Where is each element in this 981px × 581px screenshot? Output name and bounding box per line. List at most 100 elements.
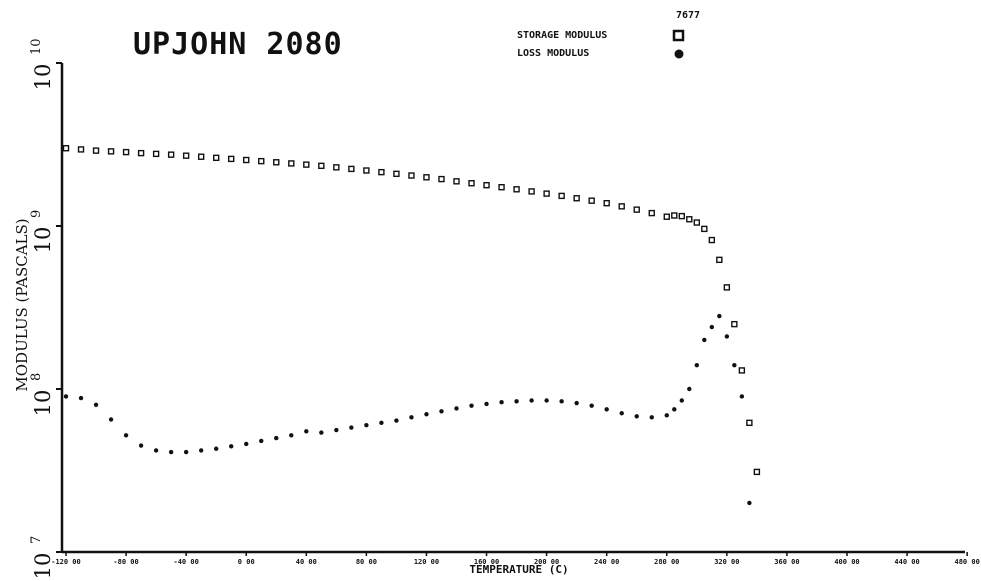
storage-point xyxy=(738,367,746,374)
storage-point xyxy=(731,320,738,328)
legend-marker-square xyxy=(672,29,685,42)
storage-point xyxy=(318,162,325,170)
loss-point xyxy=(514,399,519,404)
y-tick-exponent: 9 xyxy=(29,210,44,218)
storage-point xyxy=(137,149,145,157)
storage-point xyxy=(498,183,505,191)
storage-point xyxy=(77,146,85,153)
loss-point xyxy=(123,433,129,438)
x-tick-label: 400 00 xyxy=(834,558,859,566)
storage-point xyxy=(393,170,400,178)
x-tick-label: 480 00 xyxy=(955,558,980,566)
storage-point xyxy=(648,209,655,217)
x-tick-label: -40 00 xyxy=(174,558,199,566)
loss-point xyxy=(153,448,159,453)
x-axis-ticks: -120 00 -80 00 -40 00 0 00 40 00 80 00 120 00 1… xyxy=(51,552,980,566)
storage-point xyxy=(423,174,430,181)
x-tick-label: 0 00 xyxy=(238,558,255,566)
loss-point xyxy=(672,407,677,412)
storage-point xyxy=(701,225,708,233)
storage-point xyxy=(708,236,716,244)
storage-point xyxy=(62,145,70,152)
loss-point xyxy=(724,334,730,339)
storage-point xyxy=(333,164,340,171)
x-tick-label: -120 00 xyxy=(51,558,81,566)
storage-point xyxy=(573,195,580,202)
loss-point xyxy=(379,420,384,426)
loss-point xyxy=(634,414,639,419)
loss-point xyxy=(198,448,204,453)
storage-point xyxy=(182,152,190,159)
loss-point xyxy=(63,394,69,399)
y-tick-exponent: 7 xyxy=(29,536,44,544)
loss-point xyxy=(424,412,429,417)
storage-point xyxy=(122,148,130,156)
x-tick-label: 320 00 xyxy=(714,558,739,566)
loss-point xyxy=(244,441,249,447)
storage-point xyxy=(107,148,115,155)
loss-point xyxy=(694,362,700,368)
storage-point xyxy=(288,160,295,167)
storage-point xyxy=(438,175,445,183)
storage-point xyxy=(693,219,701,226)
storage-point xyxy=(228,155,235,163)
y-tick-base: 10 xyxy=(31,227,55,254)
loss-point xyxy=(213,446,219,451)
x-tick-label: 160 00 xyxy=(474,558,499,566)
storage-point xyxy=(633,206,640,213)
storage-point xyxy=(378,168,385,176)
y-tick-label: 10 8 xyxy=(29,373,55,417)
storage-point xyxy=(753,468,761,476)
storage-point xyxy=(212,154,220,162)
storage-point xyxy=(723,284,731,291)
storage-point xyxy=(716,256,723,264)
loss-point xyxy=(168,449,174,455)
storage-point xyxy=(197,153,205,160)
loss-point xyxy=(108,417,114,422)
x-tick-label: 120 00 xyxy=(414,558,439,566)
legend-label: STORAGE MODULUS xyxy=(517,30,607,41)
loss-point xyxy=(439,409,444,414)
storage-point xyxy=(408,172,415,179)
legend: STORAGE MODULUS LOSS MODULUS xyxy=(517,29,685,59)
y-tick-exponent: 10 xyxy=(29,38,44,55)
y-tick-label: 10 7 xyxy=(29,536,55,580)
loss-point xyxy=(183,449,189,455)
storage-point xyxy=(513,186,520,193)
loss-point xyxy=(717,313,722,319)
run-number: 7677 xyxy=(676,10,700,21)
loss-point xyxy=(319,430,324,435)
y-axis-ticks: 10 7 10 8 10 9 10 10 xyxy=(29,38,62,579)
loss-point xyxy=(259,438,264,444)
loss-point xyxy=(529,398,534,403)
loss-point xyxy=(334,427,339,433)
series-storage-modulus xyxy=(62,145,761,476)
x-tick-label: 440 00 xyxy=(894,558,919,566)
chart-title: UPJOHN 2080 xyxy=(133,27,343,62)
x-tick-label: 200 00 xyxy=(534,558,559,566)
storage-point xyxy=(618,203,625,210)
loss-point xyxy=(664,413,669,418)
storage-point xyxy=(363,167,370,174)
loss-point xyxy=(499,399,504,405)
loss-point xyxy=(409,415,414,420)
storage-point xyxy=(663,213,670,220)
x-tick-label: 40 00 xyxy=(296,558,317,566)
loss-point xyxy=(93,402,99,407)
storage-point xyxy=(92,147,100,154)
y-tick-label: 10 9 xyxy=(29,210,55,254)
storage-point xyxy=(543,190,550,197)
storage-point xyxy=(483,181,490,189)
storage-point xyxy=(528,188,535,195)
storage-point xyxy=(273,159,280,166)
x-tick-label: -80 00 xyxy=(113,558,138,566)
storage-point xyxy=(558,192,565,200)
loss-point xyxy=(78,395,84,401)
loss-point xyxy=(649,415,654,420)
loss-point xyxy=(544,398,549,403)
storage-point xyxy=(167,151,175,158)
loss-point xyxy=(304,429,309,434)
loss-point xyxy=(574,400,579,406)
loss-point xyxy=(679,398,684,403)
